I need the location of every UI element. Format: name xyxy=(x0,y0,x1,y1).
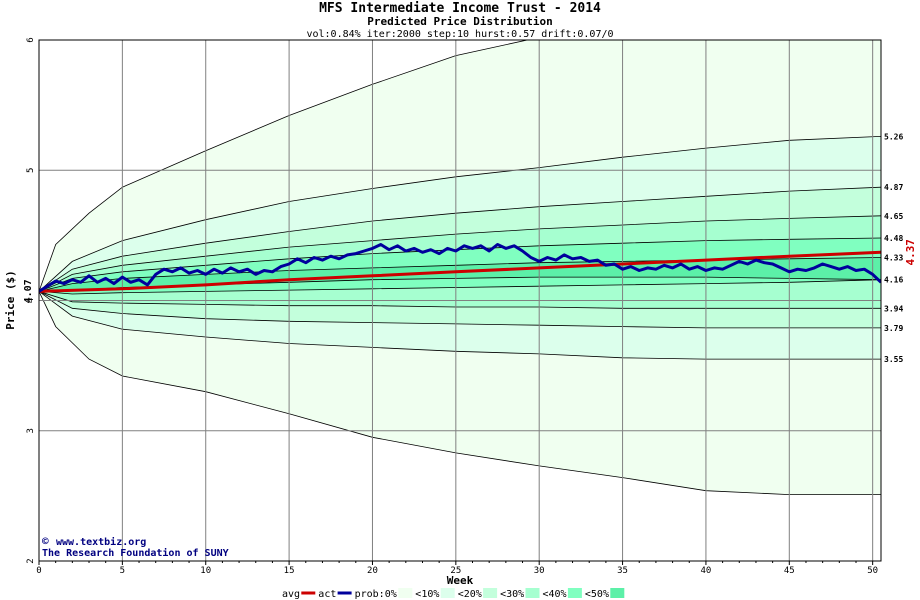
right-value-label-1: 4.87 xyxy=(884,183,903,192)
y-tick-label-5: 5 xyxy=(26,168,36,173)
legend-swatch-5 xyxy=(525,588,540,598)
x-tick-label-50: 50 xyxy=(867,566,878,576)
x-tick-label-40: 40 xyxy=(701,566,712,576)
band-lower-line-2 xyxy=(39,291,881,329)
legend-swatch-6 xyxy=(567,588,582,598)
x-tick-label-0: 0 xyxy=(36,566,41,576)
chart-title: MFS Intermediate Income Trust - 2014 xyxy=(319,1,601,16)
x-axis-label: Week xyxy=(447,574,474,587)
end-avg-label: 4.37 xyxy=(904,239,917,266)
simulation-params: vol:0.84% iter:2000 step:10 hurst:0.57 d… xyxy=(306,29,613,40)
start-price-label: 4.07 xyxy=(23,279,34,303)
right-value-label-6: 3.94 xyxy=(884,304,903,313)
watermark-symbol: © xyxy=(42,535,49,548)
right-value-label-8: 3.55 xyxy=(884,355,903,364)
legend-label-3: <10% xyxy=(415,589,439,600)
series-act xyxy=(39,243,881,293)
right-value-label-2: 4.65 xyxy=(884,212,903,221)
legend-label-1: act xyxy=(318,589,336,600)
x-tick-label-5: 5 xyxy=(120,566,125,576)
right-value-label-0: 5.26 xyxy=(884,132,903,141)
y-tick-label-6: 6 xyxy=(26,37,36,42)
legend-label-7: <50% xyxy=(585,589,609,600)
band-upper-line-4 xyxy=(39,237,881,292)
right-value-label-3: 4.48 xyxy=(884,234,903,243)
x-tick-label-10: 10 xyxy=(200,566,211,576)
y-tick-label-3: 3 xyxy=(26,428,36,433)
right-value-label-4: 4.33 xyxy=(884,254,903,263)
legend-label-0: avg xyxy=(282,589,300,600)
right-value-label-5: 4.16 xyxy=(884,276,903,285)
right-value-label-7: 3.79 xyxy=(884,324,903,333)
band-lower-line-3 xyxy=(39,291,881,309)
y-tick-label-4: 4 xyxy=(26,298,36,303)
x-tick-label-30: 30 xyxy=(534,566,545,576)
x-tick-label-15: 15 xyxy=(284,566,295,576)
legend-swatch-2 xyxy=(398,588,413,598)
legend-swatch-4 xyxy=(483,588,498,598)
series-avg xyxy=(39,250,881,293)
band-upper-line-1 xyxy=(39,136,881,292)
chart-subtitle: Predicted Price Distribution xyxy=(367,15,552,28)
x-tick-label-25: 25 xyxy=(450,566,461,576)
y-tick-label-2: 2 xyxy=(26,558,36,563)
band-lower-line-4 xyxy=(39,279,881,295)
x-tick-label-20: 20 xyxy=(367,566,378,576)
legend-label-4: <20% xyxy=(458,589,482,600)
watermark-org: The Research Foundation of SUNY xyxy=(42,547,229,559)
y-axis-label: Price ($) xyxy=(4,270,17,330)
x-tick-label-45: 45 xyxy=(784,566,795,576)
band-lower-line-1 xyxy=(39,291,881,360)
legend-label-5: <30% xyxy=(500,589,524,600)
x-tick-label-35: 35 xyxy=(617,566,628,576)
band-upper-line-3 xyxy=(39,215,881,292)
legend-swatch-7 xyxy=(610,588,625,598)
watermark-url: www.textbiz.org xyxy=(56,536,146,548)
legend-swatch-3 xyxy=(440,588,455,598)
band-upper-line-2 xyxy=(39,186,881,292)
legend-label-2: prob:0% xyxy=(355,589,397,600)
plot-frame xyxy=(38,39,882,562)
legend-label-6: <40% xyxy=(543,589,567,600)
